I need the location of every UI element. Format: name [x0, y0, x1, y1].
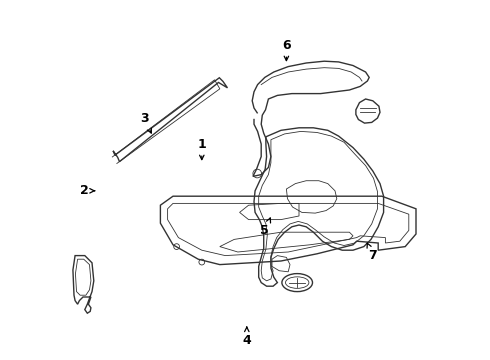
Text: 7: 7 — [367, 243, 377, 262]
Text: 1: 1 — [197, 138, 206, 159]
Text: 4: 4 — [243, 327, 251, 347]
Text: 5: 5 — [260, 218, 270, 237]
Text: 6: 6 — [282, 39, 291, 60]
Text: 2: 2 — [80, 184, 95, 197]
Text: 3: 3 — [140, 112, 151, 133]
